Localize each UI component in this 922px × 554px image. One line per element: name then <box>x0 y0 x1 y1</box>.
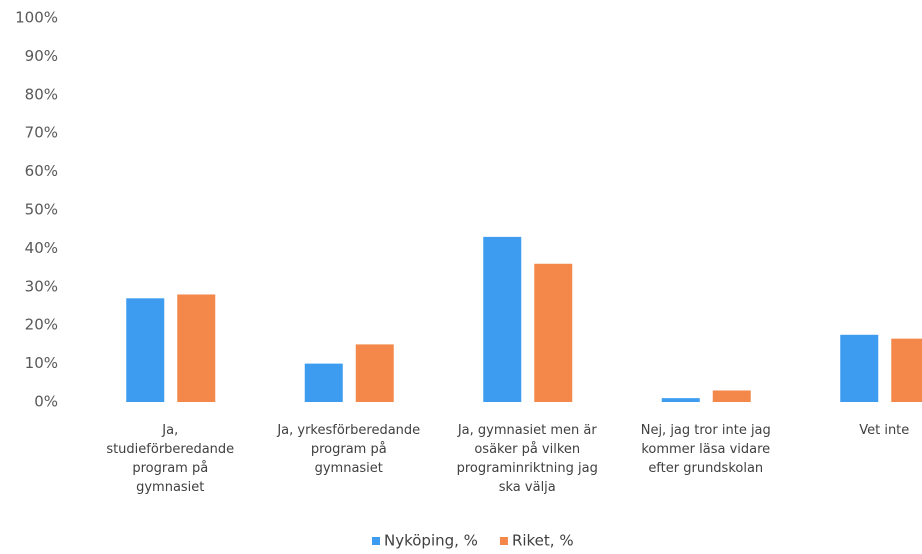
bar <box>355 344 394 402</box>
y-tick-label: 100% <box>15 9 58 27</box>
bar <box>840 334 879 402</box>
y-tick-label: 20% <box>25 316 58 334</box>
bar <box>126 298 165 402</box>
legend-swatch <box>372 537 380 545</box>
bar <box>712 390 751 402</box>
bar <box>534 263 573 402</box>
x-tick-label: Ja, gymnasiet men är osäker på vilken pr… <box>456 423 598 495</box>
y-tick-label: 30% <box>25 277 58 295</box>
x-tick-label: Ja, studieförberedande program på gymnas… <box>106 423 235 495</box>
legend-label: Riket, % <box>512 532 574 550</box>
y-tick-label: 70% <box>25 124 58 142</box>
bar <box>891 338 922 402</box>
bar <box>304 363 343 402</box>
y-tick-label: 10% <box>25 354 58 372</box>
y-tick-label: 0% <box>34 393 58 411</box>
legend-swatch <box>499 537 508 545</box>
bar <box>483 236 522 402</box>
y-tick-label: 50% <box>25 201 58 219</box>
x-tick-label: Nej, jag tror inte jag kommer läsa vidar… <box>640 423 771 476</box>
y-tick-label: 60% <box>25 162 58 180</box>
y-tick-label: 90% <box>25 47 58 65</box>
bar <box>177 294 216 402</box>
legend-label: Nyköping, % <box>384 532 478 550</box>
bar <box>661 398 700 402</box>
y-tick-label: 80% <box>25 85 58 103</box>
x-tick-label: Ja, yrkesförberedande program på gymnasi… <box>277 423 421 476</box>
x-tick-label: Vet inte <box>859 423 910 438</box>
y-tick-label: 40% <box>25 239 58 257</box>
